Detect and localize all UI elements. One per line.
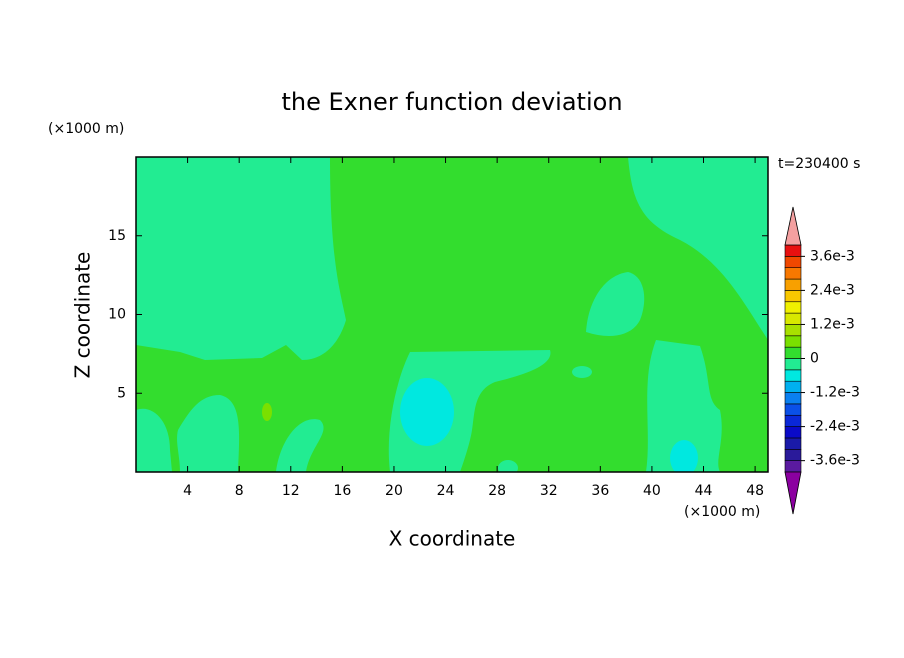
y-tick-label: 15 [108,228,126,244]
time-annotation: t=230400 s [778,156,860,172]
colorbar: 3.6e-3 2.4e-3 1.2e-3 0 -1.2e-3 -2.4e-3 -3.6e-3 [784,206,860,515]
x-tick-label: 36 [591,483,609,499]
contour-region [400,378,454,446]
contour-region [262,403,272,421]
colorbar-box [784,392,802,405]
colorbar-tick-label: 1.2e-3 [810,316,855,332]
colorbar-box [784,369,802,382]
contour-region [572,366,592,378]
colorbar-tick-label: -1.2e-3 [810,385,860,401]
colorbar-box [784,290,802,303]
x-tick-label: 16 [333,483,351,499]
colorbar-box [784,426,802,439]
colorbar-box [784,403,802,416]
x-tick-label: 44 [695,483,713,499]
y-unit: (×1000 m) [48,121,124,137]
colorbar-box [784,256,802,269]
y-tick-label: 10 [108,307,126,323]
colorbar-box [784,448,802,461]
contour-region [312,297,324,329]
contour-region [670,440,698,472]
colorbar-tick-label: 3.6e-3 [810,248,855,264]
x-tick-label: 4 [183,483,192,499]
x-tick-label: 12 [282,483,300,499]
colorbar-over [784,206,802,246]
chart-title: the Exner function deviation [281,88,622,116]
contour-region [646,340,722,472]
colorbar-tick-label: 2.4e-3 [810,282,855,298]
colorbar-box [784,278,802,291]
y-axis-label: Z coordinate [71,252,95,379]
x-tick-label: 40 [643,483,661,499]
colorbar-box [784,346,802,359]
colorbar-box [784,358,802,371]
x-tick-label: 20 [385,483,403,499]
colorbar-box [784,301,802,314]
contour-region [136,408,172,472]
contour-region [276,419,324,472]
contour-region [136,157,768,472]
colorbar-box [784,335,802,348]
x-axis-label: X coordinate [389,527,516,551]
colorbar-under [784,471,802,515]
colorbar-box [784,244,802,257]
contour-field [136,157,768,472]
x-tick-label: 48 [746,483,764,499]
colorbar-tick-label: -2.4e-3 [810,419,860,435]
x-tick-label: 32 [540,483,558,499]
colorbar-box [784,414,802,427]
colorbar-tick-label: 0 [810,351,819,367]
x-tick-label: 28 [488,483,506,499]
y-tick-label: 5 [117,385,126,401]
colorbar-box [784,437,802,450]
contour-region [498,460,518,472]
colorbar-box [784,460,802,473]
x-unit: (×1000 m) [684,504,760,520]
contour-region [586,272,645,336]
colorbar-box [784,267,802,280]
contour-region [177,395,240,472]
colorbar-box [784,324,802,337]
x-tick-label: 24 [437,483,455,499]
x-tick-label: 8 [235,483,244,499]
colorbar-tick-label: -3.6e-3 [810,453,860,469]
colorbar-box [784,312,802,325]
colorbar-box [784,380,802,393]
